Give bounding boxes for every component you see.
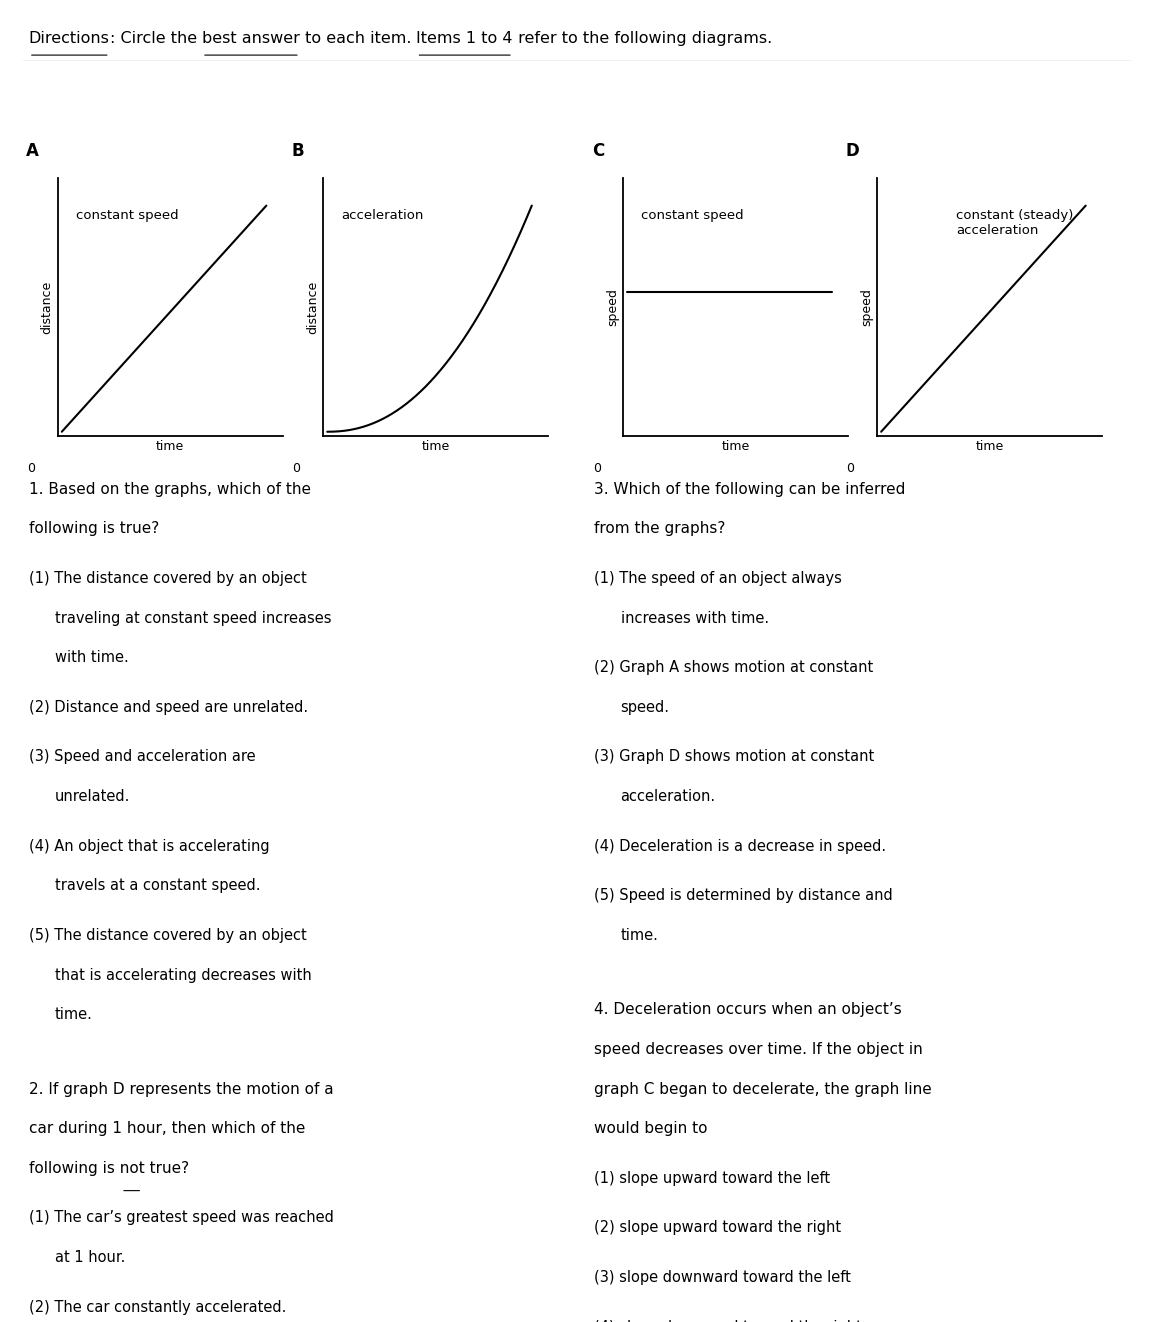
Text: refer to the following diagrams.: refer to the following diagrams. bbox=[514, 32, 772, 46]
Text: that is accelerating decreases with: that is accelerating decreases with bbox=[55, 968, 312, 982]
Text: constant speed: constant speed bbox=[76, 209, 179, 222]
Text: (1) The speed of an object always: (1) The speed of an object always bbox=[594, 571, 842, 586]
Text: (4) An object that is accelerating: (4) An object that is accelerating bbox=[29, 838, 270, 854]
Text: increases with time.: increases with time. bbox=[621, 611, 769, 625]
X-axis label: time: time bbox=[421, 440, 450, 453]
Text: (2) Distance and speed are unrelated.: (2) Distance and speed are unrelated. bbox=[29, 699, 308, 715]
X-axis label: time: time bbox=[721, 440, 750, 453]
Text: D: D bbox=[846, 143, 860, 160]
X-axis label: time: time bbox=[156, 440, 185, 453]
Y-axis label: speed: speed bbox=[606, 288, 619, 327]
Text: (3) Graph D shows motion at constant: (3) Graph D shows motion at constant bbox=[594, 750, 875, 764]
Text: A: A bbox=[27, 143, 39, 160]
Text: traveling at constant speed increases: traveling at constant speed increases bbox=[55, 611, 331, 625]
Text: time.: time. bbox=[55, 1007, 93, 1022]
Text: Directions: Directions bbox=[29, 32, 110, 46]
Text: (2) slope upward toward the right: (2) slope upward toward the right bbox=[594, 1220, 841, 1235]
Y-axis label: distance: distance bbox=[40, 280, 53, 334]
Text: (1) The distance covered by an object: (1) The distance covered by an object bbox=[29, 571, 307, 586]
Text: following is not true?: following is not true? bbox=[29, 1161, 189, 1175]
Text: (3) slope downward toward the left: (3) slope downward toward the left bbox=[594, 1270, 852, 1285]
Text: 0: 0 bbox=[293, 461, 300, 475]
Text: (1) slope upward toward the left: (1) slope upward toward the left bbox=[594, 1171, 831, 1186]
Text: Items 1 to 4: Items 1 to 4 bbox=[417, 32, 514, 46]
X-axis label: time: time bbox=[975, 440, 1004, 453]
Text: 0: 0 bbox=[847, 461, 854, 475]
Text: best answer: best answer bbox=[202, 32, 300, 46]
Text: unrelated.: unrelated. bbox=[55, 789, 130, 804]
Text: with time.: with time. bbox=[55, 650, 129, 665]
Text: following is true?: following is true? bbox=[29, 521, 159, 537]
Text: (3) Speed and acceleration are: (3) Speed and acceleration are bbox=[29, 750, 255, 764]
Text: 4. Deceleration occurs when an object’s: 4. Deceleration occurs when an object’s bbox=[594, 1002, 902, 1017]
Text: constant speed: constant speed bbox=[642, 209, 744, 222]
Text: travels at a constant speed.: travels at a constant speed. bbox=[55, 878, 261, 894]
Text: C: C bbox=[592, 143, 604, 160]
Text: (4) Deceleration is a decrease in speed.: (4) Deceleration is a decrease in speed. bbox=[594, 838, 886, 854]
Text: (2) Graph A shows motion at constant: (2) Graph A shows motion at constant bbox=[594, 660, 874, 676]
Text: (1) The car’s greatest speed was reached: (1) The car’s greatest speed was reached bbox=[29, 1211, 334, 1225]
Text: time.: time. bbox=[621, 928, 659, 943]
Text: 1. Based on the graphs, which of the: 1. Based on the graphs, which of the bbox=[29, 481, 310, 497]
Text: B: B bbox=[292, 143, 305, 160]
Text: (4) slope downward toward the right: (4) slope downward toward the right bbox=[594, 1319, 862, 1322]
Text: 0: 0 bbox=[593, 461, 600, 475]
Text: : Circle the: : Circle the bbox=[110, 32, 202, 46]
Y-axis label: distance: distance bbox=[306, 280, 319, 334]
Text: speed decreases over time. If the object in: speed decreases over time. If the object… bbox=[594, 1042, 923, 1056]
Text: (5) The distance covered by an object: (5) The distance covered by an object bbox=[29, 928, 307, 943]
Text: 2. If graph D represents the motion of a: 2. If graph D represents the motion of a bbox=[29, 1081, 334, 1096]
Text: would begin to: would begin to bbox=[594, 1121, 707, 1136]
Text: acceleration.: acceleration. bbox=[621, 789, 715, 804]
Text: to each item.: to each item. bbox=[300, 32, 417, 46]
Y-axis label: speed: speed bbox=[860, 288, 872, 327]
Text: (5) Speed is determined by distance and: (5) Speed is determined by distance and bbox=[594, 888, 893, 903]
Text: graph C began to decelerate, the graph line: graph C began to decelerate, the graph l… bbox=[594, 1081, 932, 1096]
Text: acceleration: acceleration bbox=[342, 209, 424, 222]
Text: speed.: speed. bbox=[621, 699, 669, 715]
Text: constant (steady)
acceleration: constant (steady) acceleration bbox=[956, 209, 1073, 238]
Text: (2) The car constantly accelerated.: (2) The car constantly accelerated. bbox=[29, 1300, 286, 1314]
Text: 0: 0 bbox=[28, 461, 35, 475]
Text: from the graphs?: from the graphs? bbox=[594, 521, 726, 537]
Text: car during 1 hour, then which of the: car during 1 hour, then which of the bbox=[29, 1121, 305, 1136]
Text: 3. Which of the following can be inferred: 3. Which of the following can be inferre… bbox=[594, 481, 906, 497]
Text: at 1 hour.: at 1 hour. bbox=[55, 1251, 126, 1265]
